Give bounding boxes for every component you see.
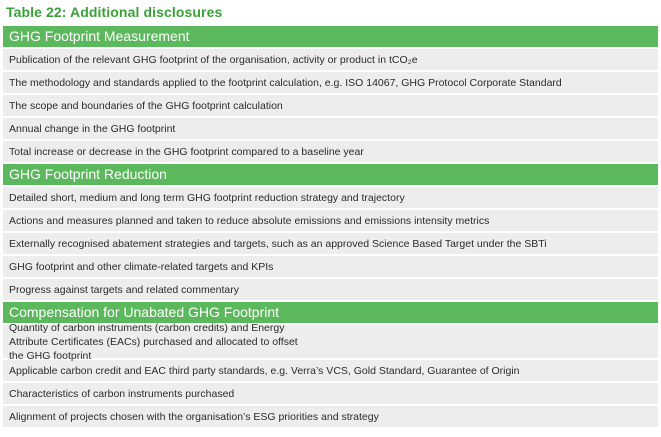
row-text: Applicable carbon credit and EAC third p…	[9, 364, 520, 377]
table-row: The methodology and standards applied to…	[3, 72, 658, 93]
table-row: Total increase or decrease in the GHG fo…	[3, 141, 658, 162]
table-title: Table 22: Additional disclosures	[6, 4, 223, 20]
table-row: Progress against targets and related com…	[3, 279, 658, 300]
row-text: Annual change in the GHG footprint	[9, 122, 176, 135]
table-row: Externally recognised abatement strategi…	[3, 233, 658, 254]
section-reduction: GHG Footprint Reduction Detailed short, …	[3, 164, 658, 300]
table-row: Publication of the relevant GHG footprin…	[3, 49, 658, 70]
row-text: Publication of the relevant GHG footprin…	[9, 53, 418, 66]
table-row: Annual change in the GHG footprint	[3, 118, 658, 139]
row-text: GHG footprint and other climate-related …	[9, 260, 274, 273]
row-text: The methodology and standards applied to…	[9, 76, 562, 89]
section-measurement: GHG Footprint Measurement Publication of…	[3, 26, 658, 162]
row-text: The scope and boundaries of the GHG foot…	[9, 99, 283, 112]
section-header: Compensation for Unabated GHG Footprint	[3, 302, 658, 323]
section-compensation: Compensation for Unabated GHG Footprint …	[3, 302, 658, 427]
table-row: Detailed short, medium and long term GHG…	[3, 187, 658, 208]
row-text: Total increase or decrease in the GHG fo…	[9, 145, 364, 158]
table-row: GHG footprint and other climate-related …	[3, 256, 658, 277]
table-row: The scope and boundaries of the GHG foot…	[3, 95, 658, 116]
row-text: Progress against targets and related com…	[9, 283, 239, 296]
table-row: Applicable carbon credit and EAC third p…	[3, 360, 658, 381]
row-text: Actions and measures planned and taken t…	[9, 214, 490, 227]
table-row: Quantity of carbon instruments (carbon c…	[3, 322, 658, 362]
row-text: Alignment of projects chosen with the or…	[9, 410, 379, 423]
table-row: Alignment of projects chosen with the or…	[3, 406, 658, 427]
row-text: Detailed short, medium and long term GHG…	[9, 191, 405, 204]
table-row: Actions and measures planned and taken t…	[3, 210, 658, 231]
row-text: Characteristics of carbon instruments pu…	[9, 387, 235, 400]
row-text: Externally recognised abatement strategi…	[9, 237, 547, 250]
row-text: Quantity of carbon instruments (carbon c…	[9, 321, 298, 362]
table-row: Characteristics of carbon instruments pu…	[3, 383, 658, 404]
section-header: GHG Footprint Reduction	[3, 164, 658, 185]
section-header: GHG Footprint Measurement	[3, 26, 658, 47]
